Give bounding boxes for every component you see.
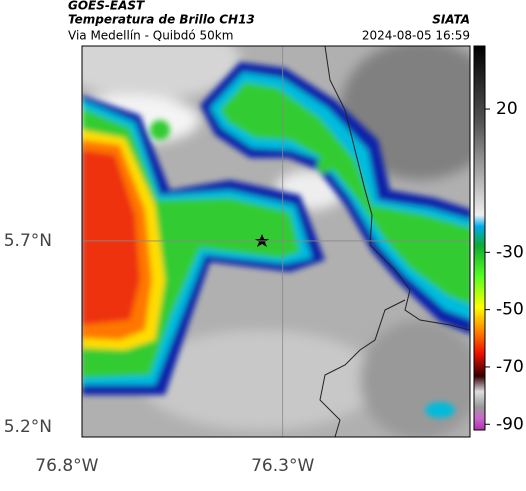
org-label: SIATA [432,13,470,27]
source-title: GOES-EAST [68,0,145,13]
colorbar-tick-label: 20 [496,99,518,119]
colorbar [473,45,486,431]
grid [82,46,470,437]
lon-tick-label: 76.8°W [35,456,98,476]
lon-tick-label: 76.3°W [251,456,314,476]
colorbar-tick-label: -30 [496,242,524,262]
route-subtitle: Via Medellín - Quibdó 50km [68,29,233,43]
datetime-label: 2024-08-05 16:59 [362,29,470,43]
map-frame [81,45,471,438]
product-title: Temperatura de Brillo CH13 [68,13,255,27]
colorbar-tick-label: -70 [496,357,524,377]
colorbar-tick-label: -90 [496,414,524,434]
lat-tick-label: 5.7°N [4,231,52,251]
lat-tick-label: 5.2°N [4,417,52,437]
satellite-image [82,46,470,437]
colorbar-tick-label: -50 [496,300,524,320]
